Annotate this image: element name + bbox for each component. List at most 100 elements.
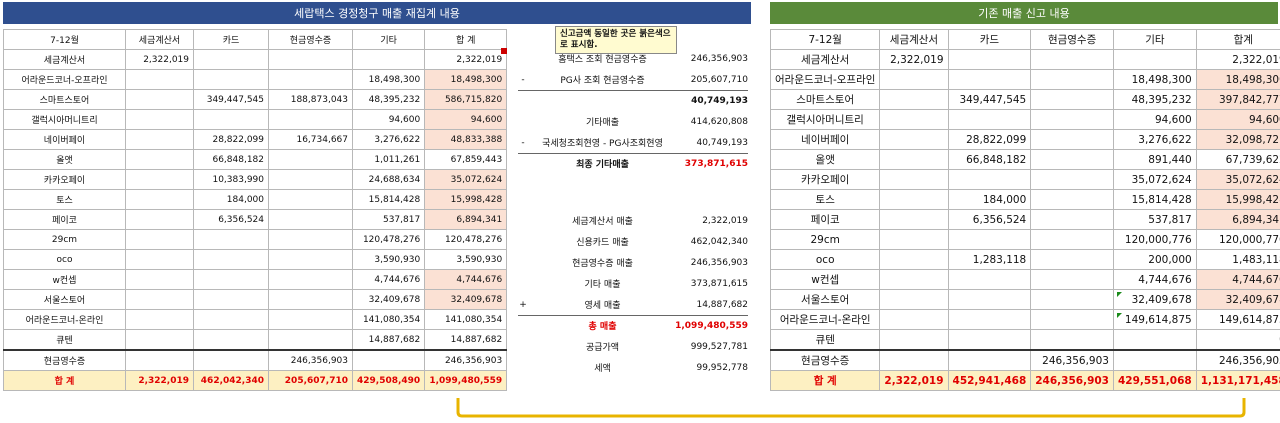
total-label: 합 계: [769, 370, 881, 391]
calc-row: 기타 매출 373,871,615: [518, 274, 749, 293]
table-row: 스마트스토어 349,447,545 48,395,232 397,842,777: [769, 89, 1280, 110]
column-header: 합계: [1195, 29, 1280, 50]
operator-sign: +: [519, 299, 527, 310]
calc-label: PG사 조회 현금영수증: [560, 76, 645, 86]
total-amount: 246,356,903: [1030, 370, 1114, 391]
calc-label: 신용카드 매출: [576, 238, 629, 248]
amount-cell: 349,447,545: [947, 89, 1032, 110]
calc-value: 373,871,615: [684, 158, 748, 169]
subtotal-line: [518, 153, 748, 154]
calc-row: + 영세 매출 14,887,682: [518, 295, 748, 314]
calc-value: 246,356,903: [690, 257, 748, 268]
calc-label: 세금계산서 매출: [572, 217, 633, 227]
right-table-title: 기존 매출 신고 내용: [770, 2, 1278, 24]
total-amount: 1,099,480,559: [424, 370, 508, 391]
calc-value: 40,749,193: [696, 137, 748, 148]
column-header: 합 계: [424, 29, 508, 50]
row-total-cell: 32,409,678: [424, 289, 508, 310]
left-sales-table: 7-12월 세금계산서 카드 현금영수증 기타 합 계 세금계산서 2,322,019 2,3…: [3, 29, 508, 391]
column-header: 카드: [947, 29, 1032, 50]
table-row: 29cm 120,000,776 120,000,776: [769, 229, 1280, 250]
calc-value: 1,099,480,559: [675, 320, 748, 331]
calc-row: 세금계산서 매출 2,322,019: [518, 211, 748, 230]
column-header: 기타: [351, 29, 426, 50]
calc-row: - 국세청조회현영 - PG사조회현영 40,749,193: [518, 133, 748, 152]
table-row: 어라운드코너-오프라인 18,498,300 18,498,300: [3, 69, 508, 90]
right-table-body: 세금계산서2,322,0192,322,019어라운드코너-오프라인18,498…: [769, 49, 1280, 391]
table-row: 토스 184,000 15,814,428 15,998,428: [769, 189, 1280, 210]
row-total-cell: 15,998,428: [1195, 189, 1280, 210]
cash-receipt-calculation: 홈택스 조회 현금영수증 246,356,903 - PG사 조회 현금영수증 205,…: [518, 49, 748, 170]
amount-cell: [879, 309, 949, 330]
table-row: 토스 184,000 15,814,428 15,998,428: [3, 189, 508, 210]
right-header-row: 7-12월 세금계산서 카드 현금영수증 기타 합계: [769, 29, 1280, 50]
cell-comment-marker: [1117, 313, 1122, 318]
calc-label: 현금영수증 매출: [572, 259, 633, 269]
calc-row: 현금영수증 매출 246,356,903: [518, 253, 748, 272]
calc-row: 공급가액 999,527,781: [518, 337, 748, 356]
calc-label: 공급가액: [585, 343, 620, 353]
operator-sign: -: [521, 74, 525, 85]
cell-comment-marker: [1117, 292, 1122, 297]
subtotal-line: [518, 315, 748, 316]
row-total-cell: 149,614,875: [1195, 309, 1280, 330]
row-total-cell: 397,842,777: [1195, 89, 1280, 110]
row-total-cell: 246,356,903: [1195, 349, 1280, 371]
row-total-cell: 18,498,300: [424, 69, 508, 90]
table-row: 어라운드코너-온라인 141,080,354 141,080,354: [3, 309, 508, 330]
amount-cell: 66,848,182: [947, 149, 1032, 170]
row-total-cell: 141,080,354: [424, 309, 508, 330]
amount-cell: 1,283,118: [947, 249, 1032, 270]
calc-value: 2,322,019: [702, 215, 748, 226]
left-table-title: 세랍택스 경정청구 매출 재집계 내용: [3, 2, 751, 24]
row-total-cell: 586,715,820: [424, 89, 508, 110]
calc-value: 462,042,340: [690, 236, 748, 247]
calc-value: 99,952,778: [696, 362, 748, 373]
grand-total-row: 합 계 2,322,019 452,941,468 246,356,903 429,55…: [769, 370, 1280, 391]
row-label: 네이버페이: [769, 129, 881, 150]
calc-label: 국세청조회현영 - PG사조회현영: [542, 139, 663, 149]
row-total-cell: 4,744,676: [1195, 269, 1280, 290]
calc-row: 홈택스 조회 현금영수증 246,356,903: [518, 49, 748, 68]
table-row: 어라운드코너-온라인 149,614,875 149,614,875: [769, 309, 1280, 330]
calc-label: 기타매출: [585, 118, 620, 128]
total-amount: 2,322,019: [879, 370, 949, 391]
table-row: 현금영수증 246,356,903 246,356,903: [769, 349, 1280, 371]
calc-value: 414,620,808: [690, 116, 748, 127]
sales-summary: 세금계산서 매출 2,322,019 신용카드 매출 462,042,340 현금영수증…: [518, 211, 749, 374]
row-label: 어라운드코너-온라인: [769, 309, 881, 330]
calc-row: 총 매출 1,099,480,559: [518, 316, 749, 335]
row-total-cell: 4,744,676: [424, 269, 508, 290]
column-header: 세금계산서: [879, 29, 949, 50]
operator-sign: -: [521, 137, 525, 148]
calc-row: 신용카드 매출 462,042,340: [518, 232, 748, 251]
row-total-cell: 32,409,678: [1195, 289, 1280, 310]
total-amount: 205,607,710: [268, 370, 353, 391]
grand-total-row: 합 계 2,322,019 462,042,340 205,607,710 429,50…: [3, 370, 508, 391]
amount-cell: 120,000,776: [1112, 229, 1197, 250]
row-total-cell: 32,098,721: [1195, 129, 1280, 150]
row-total-cell: 94,600: [1195, 109, 1280, 130]
row-label: 서울스토어: [769, 289, 881, 310]
row-total-cell: 15,998,428: [424, 189, 508, 210]
note-marker: [501, 48, 507, 54]
table-row: 어라운드코너-오프라인 18,498,300 18,498,300: [769, 69, 1280, 90]
table-row: 카카오페이 35,072,624 35,072,624: [769, 169, 1280, 190]
total-amount: 452,941,468: [947, 370, 1032, 391]
total-amount: 1,131,171,458: [1195, 370, 1280, 391]
subtotal-line: [518, 90, 748, 91]
row-total-cell: 35,072,624: [1195, 169, 1280, 190]
calc-value: 999,527,781: [690, 341, 748, 352]
column-header: 기타: [1112, 29, 1197, 50]
row-total-cell: 18,498,300: [1195, 69, 1280, 90]
calc-row: 최종 기타매출 373,871,615: [518, 154, 748, 173]
calc-label: 홈택스 조회 현금영수증: [558, 55, 647, 65]
table-row: 서울스토어 32,409,678 32,409,678: [769, 289, 1280, 310]
